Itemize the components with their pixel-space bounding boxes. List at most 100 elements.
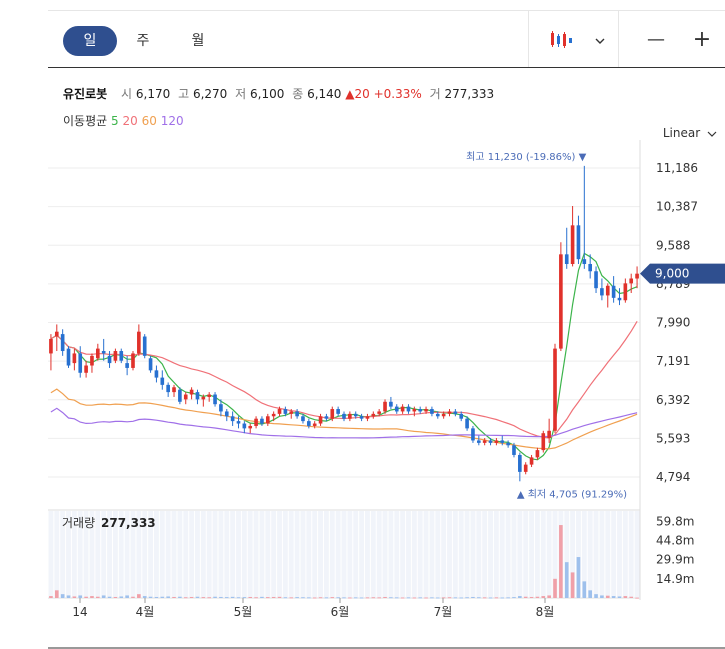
candle-body (500, 440, 505, 443)
volume-bar (494, 597, 499, 599)
volume-bg-stripe (124, 511, 130, 598)
volume-bg-stripe (628, 511, 634, 598)
volume-bar (242, 597, 247, 599)
volume-bg-stripe (306, 511, 312, 598)
volume-bg-stripe (159, 511, 165, 598)
candle-body (201, 396, 206, 400)
volume-bg-stripe (552, 511, 558, 598)
volume-bar (400, 597, 405, 599)
volume-bar (353, 597, 358, 599)
open-value: 6,170 (135, 87, 171, 101)
candle-body (576, 225, 581, 260)
volume-bg-stripe (107, 511, 112, 598)
volume-bar (512, 597, 516, 599)
candle-body (359, 416, 364, 419)
volume-bar (84, 596, 88, 598)
x-tick-label: 8월 (536, 605, 555, 619)
volume-bar (547, 595, 551, 598)
volume-bar (101, 595, 106, 598)
volume-bg-stripe (218, 511, 224, 598)
candle-body (582, 259, 587, 265)
candle-body (312, 423, 317, 426)
volume-bar (570, 572, 575, 598)
volume-bar (488, 597, 493, 599)
volume-bar (295, 597, 299, 599)
candle-body (230, 416, 235, 422)
open-label: 시 (121, 87, 133, 101)
zoom-out-button[interactable]: — (638, 25, 674, 55)
toolbar-divider (618, 11, 619, 67)
volume-bar (482, 597, 487, 599)
volume-bg-stripe (529, 511, 534, 598)
ma-period-120: 120 (160, 114, 184, 128)
scale-toggle[interactable]: Linear (663, 126, 717, 140)
volume-bg-stripe (177, 511, 183, 598)
volume-bg-stripe (148, 511, 154, 598)
chart-type-button[interactable] (543, 25, 577, 55)
volume-bar (594, 594, 598, 598)
chart-type-dropdown[interactable] (589, 25, 611, 55)
candle-body (137, 331, 141, 354)
volume-bar (265, 597, 270, 599)
volume-bar (506, 597, 510, 599)
tab-week[interactable]: 주 (128, 26, 158, 56)
change-percent: +0.33% (373, 87, 422, 101)
volume-bar (219, 596, 223, 598)
candle-body (289, 411, 294, 414)
close-value: 6,140 (307, 87, 342, 101)
volume-bar (78, 595, 83, 598)
volume-bg-stripe (593, 511, 599, 598)
volume-bg-stripe (282, 511, 288, 598)
tab-day[interactable]: 일 (63, 26, 117, 56)
volume-bg-stripe (388, 511, 394, 598)
candle-body (154, 370, 159, 378)
volume-bg-stripe (587, 511, 593, 598)
candle-body (277, 409, 282, 414)
volume-bg-stripe (183, 511, 189, 598)
ma-line-60 (50, 388, 638, 450)
volume-bar (588, 590, 592, 598)
candle-body (547, 430, 551, 439)
volume-bar (277, 596, 282, 598)
volume-tick-label: 14.9m (656, 572, 694, 586)
high-annotation: 최고 11,230 (-19.86%) ▼ (466, 151, 586, 163)
tab-month-label: 월 (191, 33, 205, 49)
high-value: 6,270 (192, 87, 228, 101)
candle-body (512, 445, 516, 455)
volume-bar (49, 596, 53, 598)
volume-bg-stripe (341, 511, 347, 598)
candle-body (541, 433, 546, 451)
volume-bg-stripe (83, 511, 89, 598)
volume-bg-stripe (189, 511, 195, 598)
candle-body (131, 353, 135, 368)
high-label: 고 (178, 87, 190, 101)
x-tick-label: 6월 (331, 605, 350, 619)
volume-bg-stripe (634, 511, 640, 598)
volume-tick-label: 29.9m (656, 553, 694, 567)
ma-line-120 (50, 407, 638, 439)
volume-bg-stripe (224, 511, 230, 598)
low-value: 6,100 (250, 87, 285, 101)
volume-bar (629, 596, 634, 598)
volume-bg-stripe (335, 511, 341, 598)
volume-bar (564, 562, 569, 598)
x-tick-label: 7월 (434, 605, 453, 619)
volume-bar (535, 596, 540, 598)
zoom-in-button[interactable]: + (684, 25, 720, 55)
volume-bar (541, 596, 546, 598)
volume-bg-stripe (323, 511, 329, 598)
volume-bg-stripe (406, 511, 411, 598)
volume-bg-stripe (241, 511, 247, 598)
volume-bar (435, 597, 440, 599)
candle-body (529, 457, 534, 465)
volume-bg-stripe (617, 511, 622, 598)
volume-bg-stripe (382, 511, 388, 598)
volume-bg-stripe (236, 511, 241, 598)
candle-body (183, 394, 188, 400)
volume-bar (453, 597, 458, 599)
candle-body (324, 416, 329, 419)
tab-month[interactable]: 월 (183, 26, 213, 56)
volume-bg-stripe (200, 511, 206, 598)
volume-bar (66, 595, 71, 598)
